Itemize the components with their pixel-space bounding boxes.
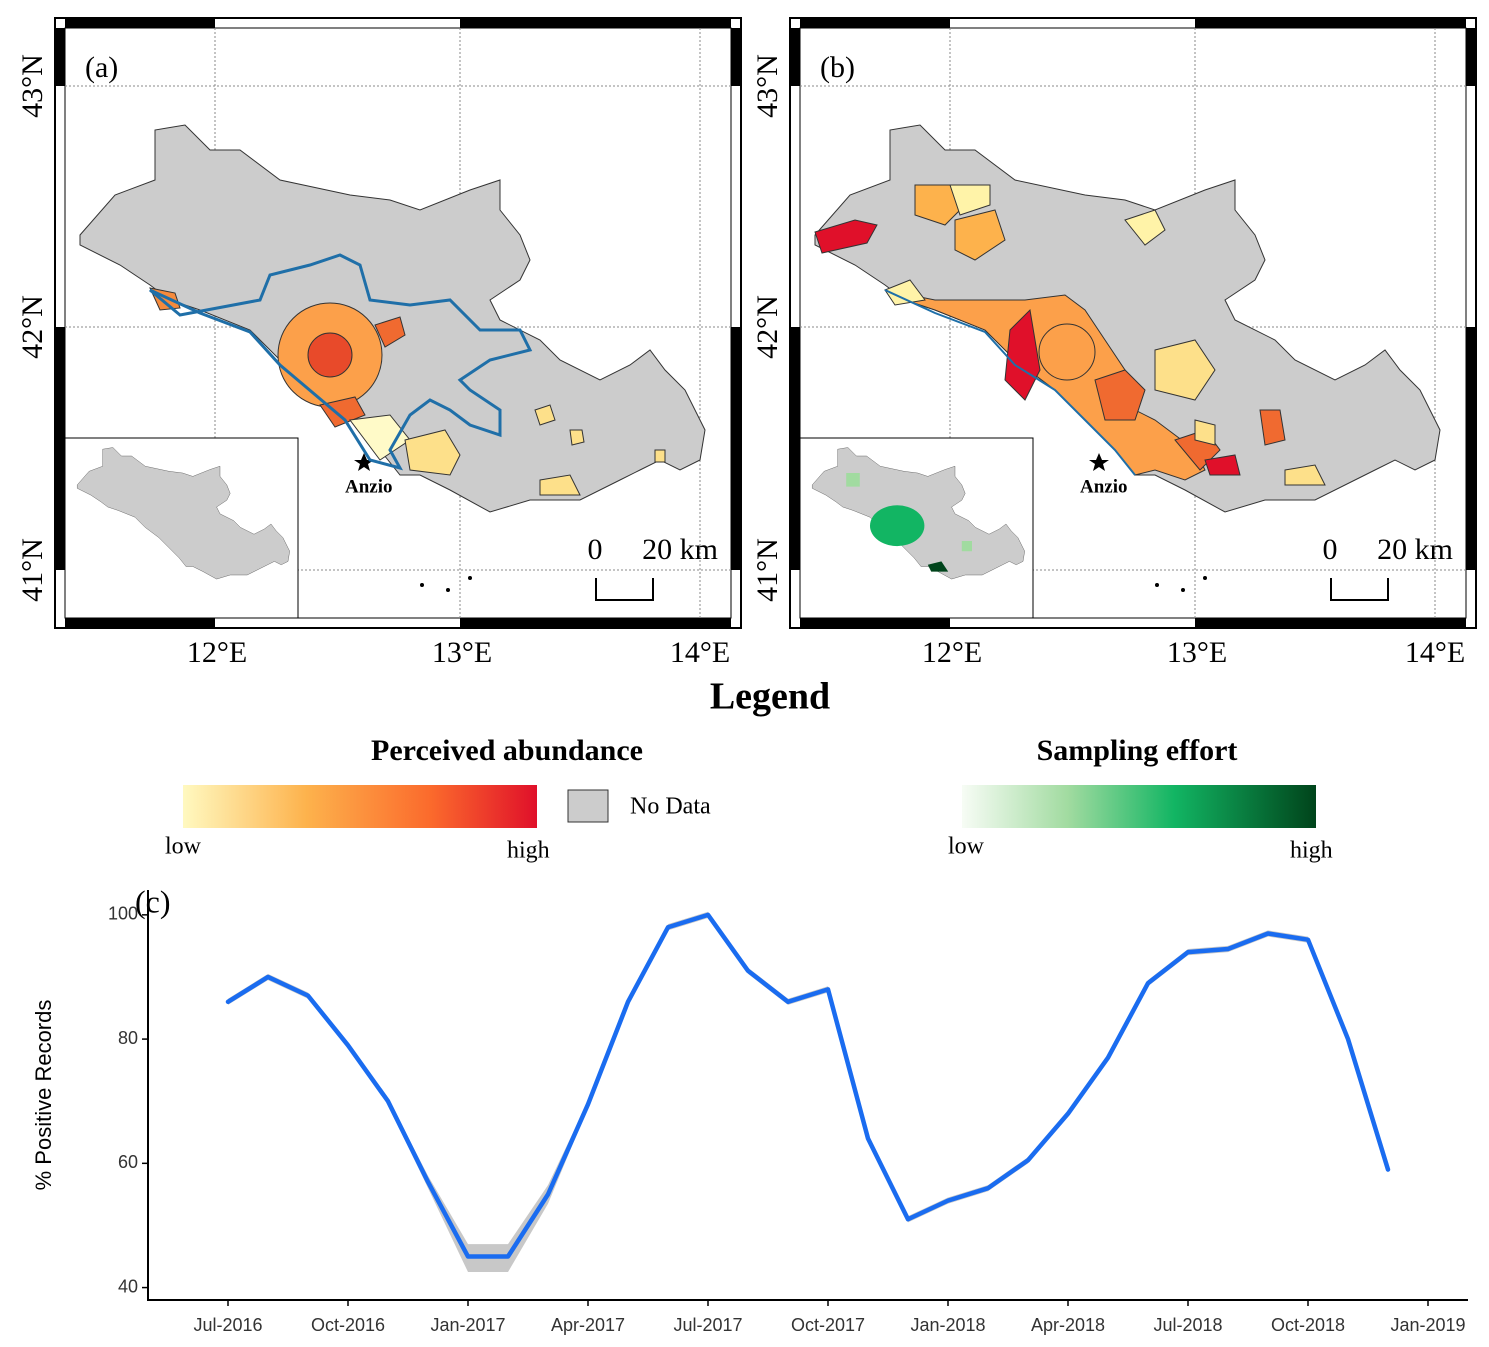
x-tick-label: Jan-2019 bbox=[1390, 1315, 1465, 1335]
x-tick-label: Oct-2017 bbox=[791, 1315, 865, 1335]
province bbox=[149, 253, 666, 496]
legend-label: low bbox=[165, 834, 202, 860]
legend: Legend Perceived abundance No Data low h… bbox=[165, 676, 1333, 864]
x-tick-label: Jul-2016 bbox=[193, 1315, 262, 1335]
scale-label: 20 km bbox=[1377, 533, 1453, 566]
legend-subtitle: Perceived abundance bbox=[371, 734, 643, 767]
color-ramp bbox=[962, 785, 1316, 828]
scale-label: 0 bbox=[588, 533, 603, 566]
map-text: (a) (b) Anzio Anzio 0 20 km 0 20 km 43°N… bbox=[16, 51, 1465, 669]
lat-tick: 43°N bbox=[16, 54, 49, 118]
legend-label: high bbox=[507, 838, 550, 864]
legend-label: low bbox=[948, 834, 985, 860]
confidence-band bbox=[228, 911, 1388, 1273]
town-label: Anzio bbox=[345, 476, 393, 497]
lat-tick: 42°N bbox=[16, 295, 49, 359]
x-tick-label: Oct-2016 bbox=[311, 1315, 385, 1335]
x-tick-label: Oct-2018 bbox=[1271, 1315, 1345, 1335]
town-label: Anzio bbox=[1080, 476, 1128, 497]
x-tick-label: Jul-2017 bbox=[673, 1315, 742, 1335]
legend-label: No Data bbox=[630, 794, 711, 820]
y-axis-label: % Positive Records bbox=[31, 1000, 56, 1191]
y-tick-label: 60 bbox=[118, 1152, 138, 1172]
lat-tick: 41°N bbox=[751, 538, 784, 602]
legend-subtitle: Sampling effort bbox=[1037, 734, 1238, 767]
color-ramp bbox=[183, 785, 537, 828]
lon-tick: 12°E bbox=[187, 636, 247, 669]
y-tick-label: 100 bbox=[108, 904, 138, 924]
line-chart: (c) % Positive Records 40 60 80 100 Jul-2016… bbox=[31, 883, 1468, 1335]
x-tick-label: Jan-2017 bbox=[430, 1315, 505, 1335]
series-line bbox=[225, 912, 1391, 1259]
lon-tick: 14°E bbox=[1405, 636, 1465, 669]
panel-label: (b) bbox=[820, 51, 855, 84]
legend-label: high bbox=[1290, 838, 1333, 864]
x-tick-label: Jan-2018 bbox=[910, 1315, 985, 1335]
lon-tick: 12°E bbox=[922, 636, 982, 669]
lat-tick: 43°N bbox=[751, 54, 784, 118]
x-tick-label: Apr-2017 bbox=[551, 1315, 625, 1335]
panel-label: (a) bbox=[85, 51, 118, 84]
panel-label: (c) bbox=[135, 883, 171, 919]
lon-tick: 13°E bbox=[432, 636, 492, 669]
lat-tick: 42°N bbox=[751, 295, 784, 359]
y-tick-label: 80 bbox=[118, 1028, 138, 1048]
municipalities bbox=[814, 184, 1326, 572]
lon-tick: 13°E bbox=[1167, 636, 1227, 669]
x-tick-label: Apr-2018 bbox=[1031, 1315, 1105, 1335]
legend-title: Legend bbox=[710, 676, 830, 718]
scale-label: 20 km bbox=[642, 533, 718, 566]
y-tick-label: 40 bbox=[118, 1276, 138, 1296]
map-a bbox=[55, 18, 741, 628]
lon-tick: 14°E bbox=[670, 636, 730, 669]
x-tick-label: Jul-2018 bbox=[1153, 1315, 1222, 1335]
lat-tick: 41°N bbox=[16, 538, 49, 602]
no-data-swatch bbox=[567, 789, 609, 823]
scale-label: 0 bbox=[1323, 533, 1338, 566]
map-b bbox=[790, 18, 1476, 628]
